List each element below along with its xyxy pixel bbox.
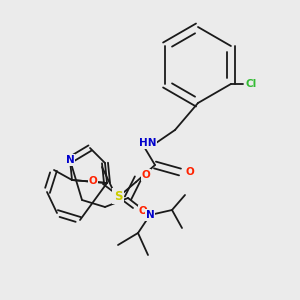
Text: O: O: [88, 176, 98, 186]
Text: O: O: [142, 170, 150, 180]
Text: S: S: [114, 190, 122, 202]
Text: O: O: [186, 167, 194, 177]
Text: N: N: [66, 155, 74, 165]
Text: Cl: Cl: [245, 79, 256, 89]
Text: O: O: [139, 206, 147, 216]
Text: HN: HN: [139, 138, 157, 148]
Text: N: N: [146, 210, 154, 220]
